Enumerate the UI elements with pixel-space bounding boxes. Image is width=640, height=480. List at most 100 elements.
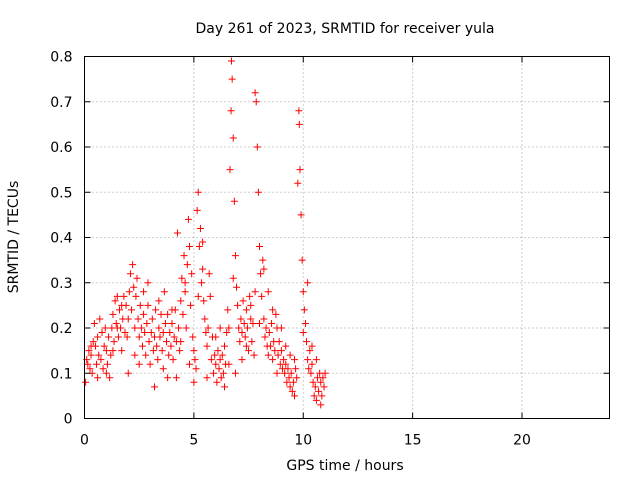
data-point: [238, 356, 246, 364]
data-point: [178, 274, 186, 282]
data-point: [164, 310, 172, 318]
data-point: [191, 356, 199, 364]
data-point: [179, 310, 187, 318]
data-point: [251, 288, 259, 296]
data-point: [182, 324, 190, 332]
data-point: [225, 360, 233, 368]
data-point: [154, 356, 162, 364]
data-point: [94, 333, 102, 341]
data-point: [215, 365, 223, 373]
data-point: [114, 333, 122, 341]
data-point: [118, 347, 126, 355]
data-point: [140, 288, 148, 296]
data-point: [201, 315, 209, 323]
y-tick-label: 0.2: [50, 321, 72, 337]
data-point: [181, 279, 189, 287]
data-point: [193, 206, 201, 214]
data-point: [98, 329, 106, 337]
data-point: [298, 256, 306, 264]
data-point: [277, 324, 285, 332]
data-point: [210, 369, 218, 377]
data-point: [223, 329, 231, 337]
data-point: [266, 342, 274, 350]
x-axis-label: GPS time / hours: [286, 458, 403, 474]
data-point: [136, 301, 144, 309]
data-point: [212, 333, 220, 341]
data-point: [256, 243, 263, 251]
data-point: [212, 360, 220, 368]
data-point: [231, 369, 239, 377]
data-point: [167, 342, 175, 350]
data-point: [118, 301, 126, 309]
data-point: [172, 374, 180, 382]
data-point: [216, 356, 224, 364]
data-point: [188, 270, 196, 278]
data-point: [286, 351, 294, 359]
data-point: [194, 292, 202, 300]
data-point: [308, 360, 316, 368]
data-point: [242, 342, 250, 350]
data-point: [233, 283, 241, 291]
y-tick-label: 0: [64, 412, 73, 428]
data-point: [229, 134, 237, 142]
data-point: [293, 374, 301, 382]
data-point: [180, 252, 188, 260]
data-point: [131, 324, 139, 332]
axis-ticks: 0 0.1 0.2 0.3 0.4 0.5 0.6 0.7 0.8 0 5 10 15 20: [50, 50, 610, 449]
data-point: [241, 333, 249, 341]
data-point: [166, 329, 174, 337]
data-point: [286, 383, 294, 391]
data-point: [105, 333, 113, 341]
data-point: [184, 215, 192, 223]
data-point: [253, 143, 261, 151]
data-point: [186, 360, 193, 368]
data-point: [227, 107, 235, 115]
data-point: [213, 378, 221, 386]
data-point: [203, 342, 211, 350]
data-point: [170, 333, 178, 341]
data-point: [89, 338, 97, 346]
data-point: [228, 57, 235, 65]
data-point: [190, 378, 198, 386]
data-point: [132, 292, 140, 300]
data-point: [261, 333, 269, 341]
data-point: [168, 306, 176, 314]
data-point: [248, 338, 256, 346]
data-point: [96, 315, 104, 323]
data-point: [216, 324, 224, 332]
data-point: [147, 329, 155, 337]
data-point: [196, 224, 204, 232]
data-point: [259, 256, 267, 264]
data-point: [234, 301, 242, 309]
data-point: [312, 396, 320, 404]
data-point: [282, 342, 290, 350]
data-point: [177, 297, 185, 305]
grid: [84, 56, 610, 419]
data-point: [297, 211, 305, 219]
data-point: [311, 383, 319, 391]
data-point: [149, 347, 157, 355]
data-point: [102, 369, 110, 377]
data-point: [85, 347, 93, 355]
data-point: [264, 351, 272, 359]
data-point: [205, 270, 213, 278]
y-tick-label: 0.7: [50, 95, 72, 111]
data-point: [107, 351, 115, 359]
data-point: [308, 342, 316, 350]
data-point: [291, 392, 298, 400]
data-point: [221, 383, 228, 391]
data-point: [287, 369, 295, 377]
data-point: [304, 356, 312, 364]
data-point: [318, 392, 326, 400]
data-point: [129, 261, 137, 269]
data-point: [250, 351, 258, 359]
data-point: [134, 315, 142, 323]
data-point: [242, 306, 250, 314]
data-point: [207, 356, 215, 364]
data-point: [161, 319, 169, 327]
data-point: [317, 378, 325, 386]
data-point: [306, 347, 314, 355]
data-point: [257, 270, 265, 278]
data-point: [111, 297, 119, 305]
data-point: [135, 360, 143, 368]
